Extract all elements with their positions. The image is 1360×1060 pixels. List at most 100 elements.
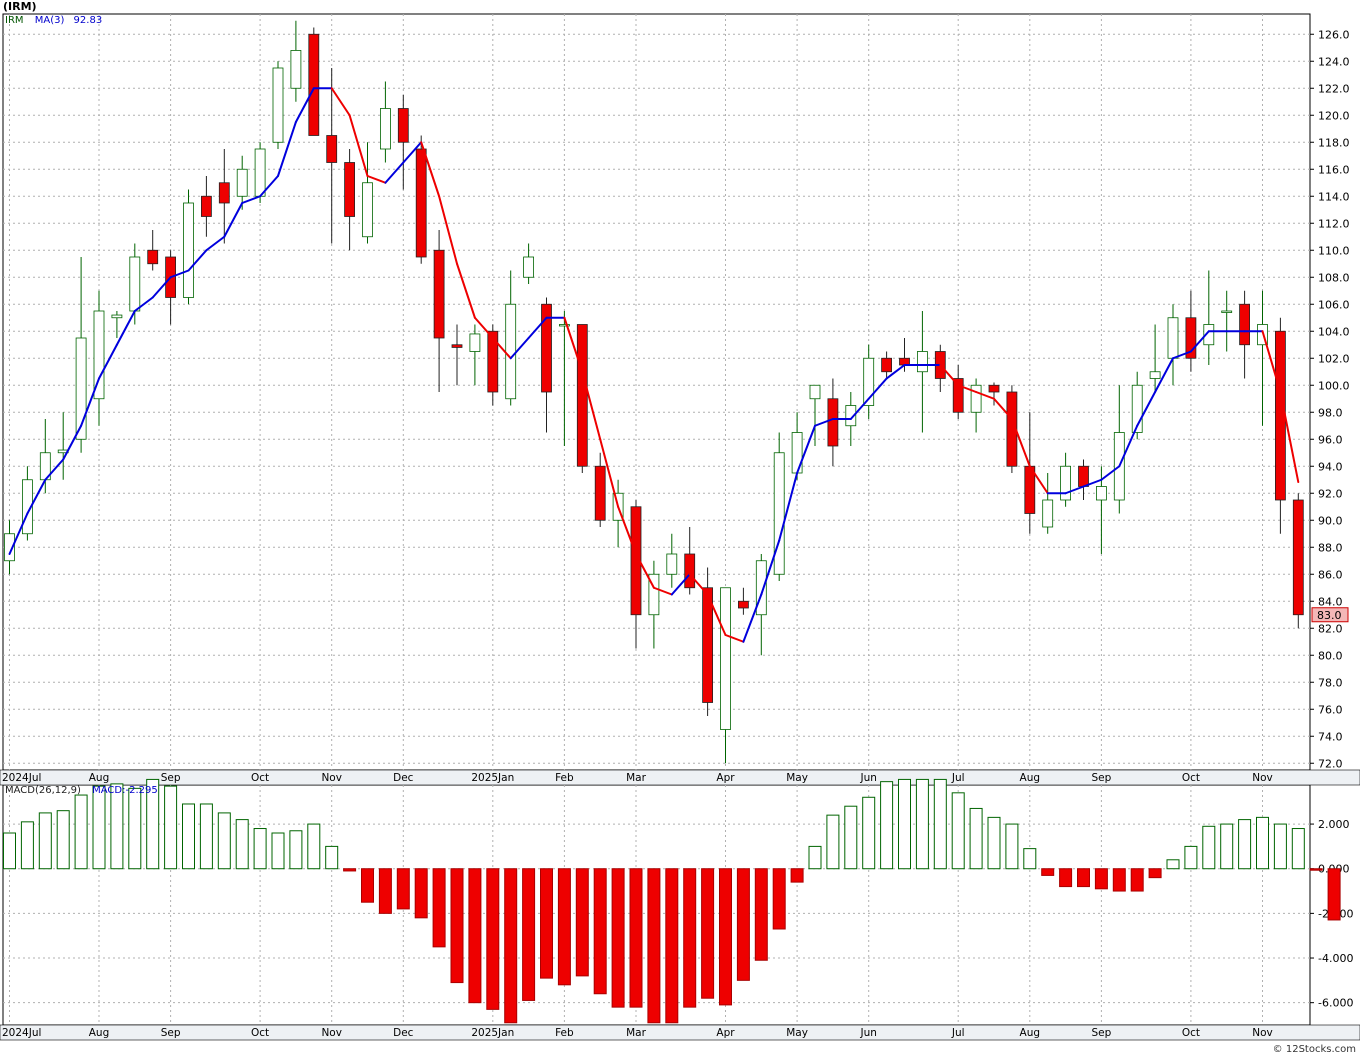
candle-body-down <box>541 303 552 393</box>
candle <box>541 297 552 433</box>
macd-bar-negative <box>754 868 768 961</box>
ma-line-segment <box>277 121 297 177</box>
ma-line-segment <box>706 593 727 636</box>
candle-body-up <box>75 337 87 440</box>
macd-bar-positive <box>1291 828 1305 870</box>
macd-bar-negative <box>450 868 464 984</box>
candle <box>576 324 588 473</box>
ma-line-segment <box>80 377 100 427</box>
ma-line-segment <box>957 384 978 393</box>
candle <box>917 311 928 433</box>
ma-line-segment <box>330 87 351 117</box>
ma-line-segment <box>1154 357 1174 393</box>
candle <box>1185 290 1197 372</box>
ma-line-segment <box>259 175 279 198</box>
candle <box>1292 493 1304 629</box>
macd-x-tick-label: May <box>786 1027 808 1039</box>
price-x-tick-label: Aug <box>89 772 110 784</box>
macd-y-tick-label: -6.000 <box>1318 997 1353 1010</box>
ma-line-segment <box>384 161 405 184</box>
price-y-tick-label: 88.0 <box>1318 541 1343 554</box>
macd-bar-negative <box>396 868 410 910</box>
ma-line-segment <box>1189 330 1210 353</box>
candle <box>594 452 606 527</box>
candle-body-up <box>4 533 15 562</box>
macd-bar-negative <box>504 868 518 1024</box>
candle <box>290 20 302 102</box>
candle <box>200 176 212 237</box>
macd-x-tick-label: Dec <box>393 1027 414 1039</box>
macd-bar-negative <box>736 868 750 981</box>
chart-title: (IRM) <box>3 0 37 13</box>
candle <box>559 311 570 446</box>
ma-line-segment <box>1082 478 1103 488</box>
macd-bar-negative <box>665 868 679 1024</box>
price-x-tick-label: Oct <box>251 772 269 784</box>
ma-line-segment <box>670 573 691 596</box>
candle <box>147 230 159 271</box>
ma-line-segment <box>939 364 960 387</box>
candle <box>308 27 320 136</box>
candle-body-up <box>111 314 123 319</box>
ma-line-segment <box>420 141 441 198</box>
candle-body-up <box>970 384 982 413</box>
macd-y-tick-label: -4.000 <box>1318 952 1353 965</box>
macd-bar-positive <box>217 812 231 870</box>
ma-line-segment <box>509 337 530 360</box>
macd-x-tick-label: Nov <box>321 1027 342 1039</box>
macd-bar-positive <box>1202 825 1216 870</box>
price-x-tick-label: Aug <box>1020 772 1041 784</box>
candle <box>236 155 248 210</box>
ma-line-segment <box>867 377 888 400</box>
candle <box>809 384 821 446</box>
candle <box>111 311 123 338</box>
macd-bar-positive <box>3 832 16 870</box>
macd-date-strip <box>0 1024 1360 1041</box>
candle <box>397 95 409 190</box>
macd-bar-positive <box>1166 859 1180 870</box>
price-panel-frame <box>2 13 1311 771</box>
macd-x-tick-label: Nov <box>1252 1027 1273 1039</box>
macd-bar-negative <box>575 868 589 977</box>
candle-body-down <box>594 465 606 521</box>
candle <box>827 378 839 467</box>
ma-line-segment <box>1010 418 1031 468</box>
candle <box>1060 452 1071 507</box>
watermark-text: © 12Stocks.com <box>1272 1044 1356 1055</box>
macd-x-tick-label: Sep <box>161 1027 181 1039</box>
ma-line-segment <box>885 364 906 380</box>
ma-line-segment <box>1136 391 1157 427</box>
ma-line-segment <box>438 195 458 265</box>
ma-line-segment <box>26 478 47 515</box>
ma-line-segment <box>617 505 637 555</box>
candle-body-down <box>576 324 588 467</box>
ma-line-segment <box>348 114 369 177</box>
price-y-tick-label: 76.0 <box>1318 703 1343 716</box>
price-y-tick-label: 118.0 <box>1318 136 1350 149</box>
candle <box>952 365 964 419</box>
macd-bar-positive <box>74 794 88 870</box>
candle <box>988 382 1000 406</box>
macd-bar-positive <box>898 778 911 870</box>
price-x-tick-label: Jul <box>951 772 965 784</box>
candle-body-up <box>791 432 803 474</box>
macd-bar-positive <box>146 778 160 870</box>
candle-body-down <box>684 553 696 589</box>
candle-body-up <box>469 333 481 352</box>
macd-bar-positive <box>951 792 965 870</box>
ma-line-segment <box>527 316 548 339</box>
candle-body-down <box>1275 330 1286 501</box>
macd-bar-negative <box>414 868 428 919</box>
macd-x-tick-label: 2024Jul <box>2 1027 41 1039</box>
macd-bar-negative <box>1148 868 1162 879</box>
price-y-tick-label: 122.0 <box>1318 82 1350 95</box>
macd-bar-positive <box>56 810 70 870</box>
candle <box>684 527 696 595</box>
ma-line-segment <box>169 269 190 279</box>
candle <box>415 135 427 264</box>
macd-bar-positive <box>1273 823 1287 870</box>
price-y-tick-label: 114.0 <box>1318 190 1350 203</box>
legend-symbol: IRM <box>5 15 24 26</box>
candle-body-down <box>1006 391 1018 467</box>
